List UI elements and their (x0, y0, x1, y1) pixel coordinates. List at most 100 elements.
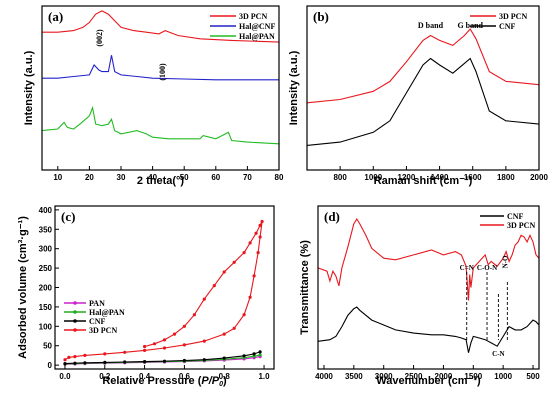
series-line-3 (41, 105, 280, 145)
data-point (252, 354, 256, 358)
panel-label: (c) (61, 209, 75, 224)
data-point (123, 360, 127, 364)
x-tick-label: 60 (211, 173, 220, 182)
data-point (73, 355, 77, 359)
data-point (83, 353, 87, 357)
legend-label: PAN (89, 299, 105, 308)
legend-marker (73, 310, 77, 314)
x-tick-label: 1600 (464, 173, 482, 182)
data-point (63, 358, 67, 362)
data-point (242, 251, 246, 255)
data-point (222, 332, 226, 336)
x-tick-label: 500 (526, 372, 540, 381)
data-point (67, 355, 71, 359)
y-tick-label: 100 (39, 322, 53, 331)
x-tick-label: 2000 (530, 173, 548, 182)
data-point (242, 313, 246, 317)
x-tick-label: 0.2 (99, 372, 111, 381)
x-tick-label: 1.0 (258, 372, 270, 381)
series-line-1 (317, 306, 540, 353)
legend-label: CNF (507, 212, 524, 221)
data-point (260, 219, 264, 224)
chart-panel-3: 0.0 0.2 0.4 0.6 0.8 1.0 0 50 100 150 200 250 300 350 4… (17, 205, 275, 388)
data-point (123, 350, 127, 354)
data-point (182, 358, 186, 363)
data-point (202, 358, 206, 362)
y-tick-label: 150 (39, 303, 53, 312)
y-axis-label: Adsorbed volume (cm³·g⁻¹) (17, 216, 29, 359)
legend-label: CNF (89, 317, 106, 326)
data-point (143, 348, 147, 352)
x-tick-label: 1800 (497, 173, 515, 182)
data-point (182, 324, 186, 328)
x-tick-label: 70 (243, 173, 252, 182)
x-tick-label: 4000 (315, 372, 333, 381)
x-tick-label: 1200 (398, 173, 416, 182)
data-point (143, 344, 147, 349)
band-annotation: C-N (492, 350, 504, 358)
chart-panel-2: 800 1000 1200 1400 1600 1800 2000 (b) Raman shif… (288, 5, 548, 187)
x-tick-label: 2000 (435, 372, 453, 381)
x-tick-label: 1000 (494, 372, 512, 381)
panel-label: (a) (48, 9, 63, 24)
y-tick-label: 250 (39, 264, 53, 273)
data-point (162, 359, 167, 363)
series-line-1 (42, 10, 280, 43)
data-point (242, 354, 246, 358)
x-tick-label: 800 (333, 173, 347, 182)
data-point (172, 332, 177, 336)
x-tick-label: 0.8 (219, 372, 231, 381)
data-point (232, 326, 236, 330)
legend-marker (73, 301, 77, 305)
x-tick-label: 0.0 (59, 372, 71, 381)
peak-annotation: (002) (95, 29, 104, 47)
panel-label: (d) (324, 209, 340, 224)
panel-label: (b) (313, 9, 329, 24)
x-tick-label: 0.4 (139, 372, 151, 381)
legend-label: 3D PCN (507, 221, 535, 230)
plot-frame (41, 5, 280, 171)
data-point (143, 360, 147, 364)
data-point (192, 313, 196, 317)
band-annotation: G band (457, 21, 483, 30)
data-point (258, 350, 262, 354)
y-axis-label: Intensity (a.u.) (23, 50, 35, 125)
x-axis-label: Wavenumber (cm⁻¹) (376, 375, 481, 387)
data-point (162, 338, 167, 342)
plot-frame (317, 205, 540, 370)
data-point (222, 356, 226, 360)
data-point (258, 353, 262, 357)
x-tick-label: 20 (85, 173, 94, 182)
series-line-2 (42, 55, 279, 81)
x-tick-label: 1000 (364, 173, 382, 182)
data-point (252, 274, 256, 278)
plot-frame (54, 205, 275, 370)
data-point (83, 361, 87, 365)
legend-marker (73, 328, 77, 332)
data-point (202, 339, 206, 343)
data-point (256, 251, 260, 255)
band-annotation: D band (418, 21, 444, 30)
data-point (162, 346, 167, 350)
y-tick-label: 0 (48, 361, 53, 370)
band-annotation: C=N (460, 264, 474, 272)
y-tick-label: 50 (43, 342, 52, 351)
x-tick-label: 80 (275, 173, 284, 182)
data-point (182, 343, 186, 347)
data-point (103, 360, 107, 364)
data-point (248, 295, 252, 299)
x-axis-label: Relative Pressure (P/P0) (102, 375, 227, 388)
y-tick-label: 200 (39, 284, 53, 293)
x-tick-label: 0.6 (179, 372, 191, 381)
legend-label: CNF (499, 22, 516, 31)
y-tick-label: 300 (39, 245, 53, 254)
x-tick-label: 2500 (405, 372, 423, 381)
data-point (103, 352, 107, 356)
legend-label: 3D PCN (89, 326, 117, 335)
data-point (254, 231, 258, 235)
data-point (252, 352, 256, 356)
legend-label: Hal@PAN (239, 32, 275, 41)
